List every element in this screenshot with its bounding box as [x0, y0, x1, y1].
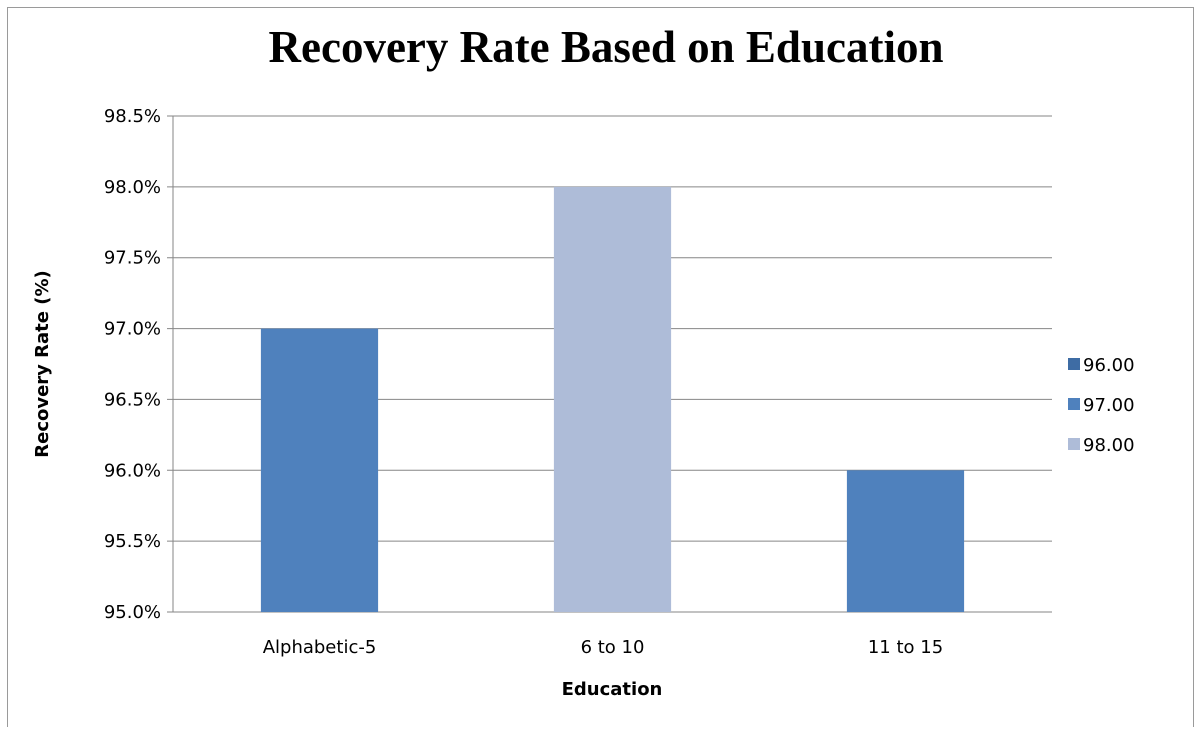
x-tick-label: 6 to 10	[581, 637, 645, 658]
y-tick-label: 98.5%	[104, 106, 161, 127]
chart-title: Recovery Rate Based on Education	[269, 22, 944, 72]
y-axis-title: Recovery Rate (%)	[32, 270, 53, 458]
legend-label: 97.00	[1083, 395, 1135, 416]
x-tick-label: 11 to 15	[868, 637, 943, 658]
x-tick-label: Alphabetic-5	[263, 637, 377, 658]
y-tick-label: 96.5%	[104, 389, 161, 410]
legend: 96.00 97.00 98.00	[1068, 355, 1135, 456]
legend-swatch	[1068, 358, 1080, 370]
y-tick-label: 95.0%	[104, 602, 161, 623]
x-axis-ticks: Alphabetic-5 6 to 10 11 to 15	[263, 637, 943, 658]
x-axis-title: Education	[562, 679, 663, 700]
bar	[553, 186, 672, 612]
y-tick-label: 97.5%	[104, 248, 161, 269]
y-tick-label: 98.0%	[104, 177, 161, 198]
y-tick-label: 97.0%	[104, 319, 161, 340]
bar	[260, 328, 379, 612]
y-axis-ticks: 95.0% 95.5% 96.0% 96.5% 97.0% 97.5% 98.0% 98.5%	[104, 106, 161, 623]
y-tick-label: 96.0%	[104, 460, 161, 481]
legend-label: 96.00	[1083, 355, 1135, 376]
y-tick-label: 95.5%	[104, 531, 161, 552]
legend-swatch	[1068, 398, 1080, 410]
bars	[260, 186, 965, 612]
legend-swatch	[1068, 438, 1080, 450]
bar	[846, 470, 965, 612]
legend-label: 98.00	[1083, 435, 1135, 456]
